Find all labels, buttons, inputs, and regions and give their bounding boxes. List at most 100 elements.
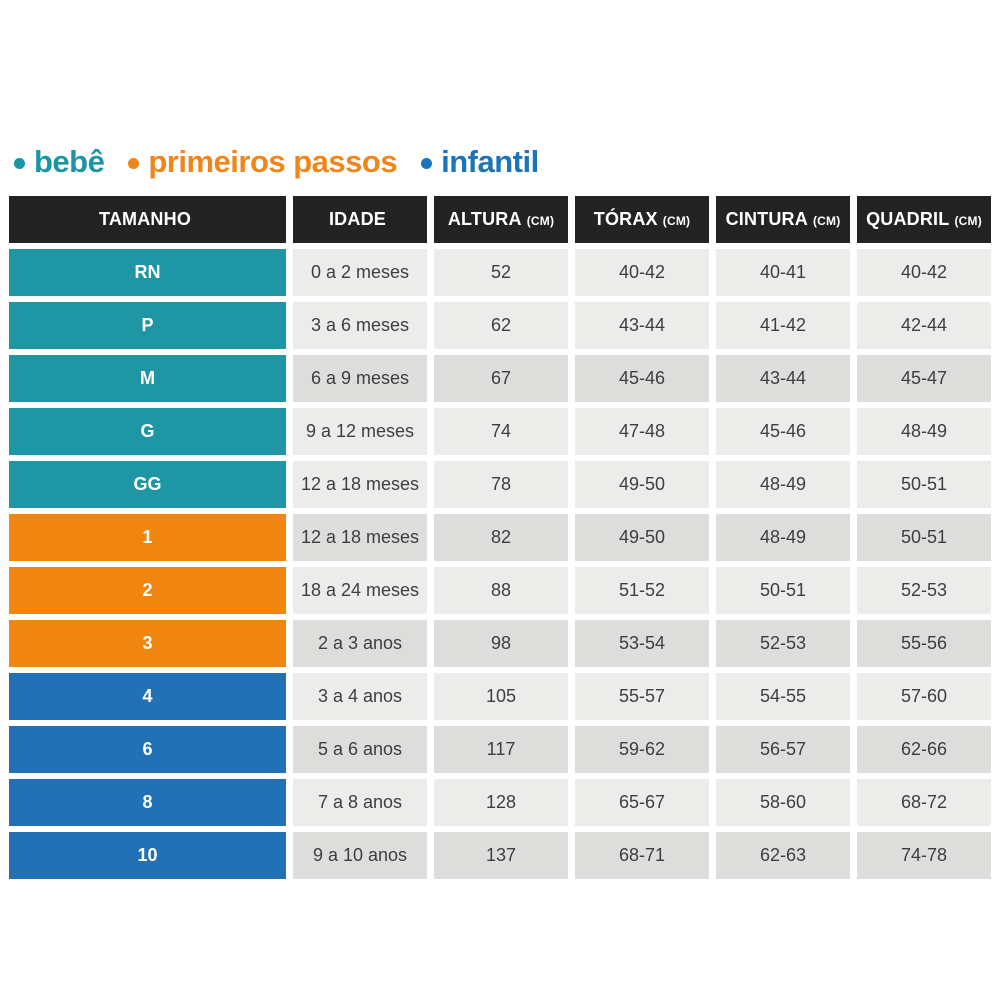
column-header-idade: IDADE	[293, 196, 427, 243]
column-header-altura: ALTURA (CM)	[434, 196, 568, 243]
chest-cell: 65-67	[575, 779, 709, 826]
age-cell: 9 a 10 anos	[293, 832, 427, 879]
column-header-unit: (CM)	[526, 213, 555, 228]
chest-cell: 43-44	[575, 302, 709, 349]
hip-cell: 74-78	[857, 832, 991, 879]
hip-cell: 62-66	[857, 726, 991, 773]
legend-label: infantil	[441, 144, 539, 179]
size-cell: 3	[9, 620, 286, 667]
height-cell: 52	[434, 249, 568, 296]
column-header-label: CINTURA	[725, 209, 808, 229]
age-cell: 2 a 3 anos	[293, 620, 427, 667]
height-cell: 137	[434, 832, 568, 879]
age-cell: 3 a 4 anos	[293, 673, 427, 720]
height-cell: 78	[434, 461, 568, 508]
hip-cell: 50-51	[857, 514, 991, 561]
height-cell: 117	[434, 726, 568, 773]
age-cell: 12 a 18 meses	[293, 514, 427, 561]
legend-item-bebe: bebê	[14, 144, 105, 180]
chest-cell: 51-52	[575, 567, 709, 614]
size-cell: 1	[9, 514, 286, 561]
column-header-label: QUADRIL	[866, 209, 950, 229]
hip-cell: 40-42	[857, 249, 991, 296]
hip-cell: 45-47	[857, 355, 991, 402]
bullet-icon	[128, 158, 140, 169]
waist-cell: 40-41	[716, 249, 850, 296]
column-header-label: ALTURA	[447, 209, 522, 229]
waist-cell: 48-49	[716, 514, 850, 561]
waist-cell: 62-63	[716, 832, 850, 879]
legend-item-primeiros-passos: primeiros passos	[128, 144, 398, 180]
column-header-label: TAMANHO	[98, 209, 192, 229]
height-cell: 88	[434, 567, 568, 614]
column-header-label: IDADE	[328, 209, 386, 229]
waist-cell: 56-57	[716, 726, 850, 773]
bullet-icon	[14, 158, 25, 169]
size-cell: 10	[9, 832, 286, 879]
column-header-cintura: CINTURA (CM)	[716, 196, 850, 243]
age-cell: 3 a 6 meses	[293, 302, 427, 349]
hip-cell: 50-51	[857, 461, 991, 508]
column-header-unit: (CM)	[954, 213, 982, 228]
waist-cell: 54-55	[716, 673, 850, 720]
column-header-label: TÓRAX	[593, 209, 658, 229]
size-chart-table: TAMANHO IDADE ALTURA (CM) TÓRAX (CM) CIN…	[9, 196, 991, 879]
age-cell: 12 a 18 meses	[293, 461, 427, 508]
waist-cell: 45-46	[716, 408, 850, 455]
size-cell: 6	[9, 726, 286, 773]
bullet-icon	[421, 158, 433, 169]
age-cell: 0 a 2 meses	[293, 249, 427, 296]
hip-cell: 55-56	[857, 620, 991, 667]
waist-cell: 50-51	[716, 567, 850, 614]
legend-item-infantil: infantil	[421, 144, 539, 180]
height-cell: 98	[434, 620, 568, 667]
hip-cell: 68-72	[857, 779, 991, 826]
size-cell: 8	[9, 779, 286, 826]
chest-cell: 40-42	[575, 249, 709, 296]
column-header-torax: TÓRAX (CM)	[575, 196, 709, 243]
hip-cell: 42-44	[857, 302, 991, 349]
height-cell: 67	[434, 355, 568, 402]
column-header-unit: (CM)	[662, 213, 691, 228]
size-cell: 2	[9, 567, 286, 614]
age-cell: 18 a 24 meses	[293, 567, 427, 614]
column-header-quadril: QUADRIL (CM)	[857, 196, 991, 243]
legend-label: primeiros passos	[148, 144, 398, 179]
chest-cell: 68-71	[575, 832, 709, 879]
height-cell: 82	[434, 514, 568, 561]
age-cell: 7 a 8 anos	[293, 779, 427, 826]
chest-cell: 53-54	[575, 620, 709, 667]
chest-cell: 47-48	[575, 408, 709, 455]
age-cell: 6 a 9 meses	[293, 355, 427, 402]
waist-cell: 52-53	[716, 620, 850, 667]
size-cell: 4	[9, 673, 286, 720]
height-cell: 105	[434, 673, 568, 720]
age-cell: 9 a 12 meses	[293, 408, 427, 455]
height-cell: 62	[434, 302, 568, 349]
waist-cell: 58-60	[716, 779, 850, 826]
height-cell: 74	[434, 408, 568, 455]
column-header-tamanho: TAMANHO	[9, 196, 286, 243]
age-cell: 5 a 6 anos	[293, 726, 427, 773]
column-header-unit: (CM)	[812, 213, 841, 228]
chest-cell: 49-50	[575, 514, 709, 561]
height-cell: 128	[434, 779, 568, 826]
size-cell: G	[9, 408, 286, 455]
hip-cell: 57-60	[857, 673, 991, 720]
legend-label: bebê	[34, 144, 105, 179]
size-cell: P	[9, 302, 286, 349]
size-cell: GG	[9, 461, 286, 508]
waist-cell: 48-49	[716, 461, 850, 508]
hip-cell: 52-53	[857, 567, 991, 614]
hip-cell: 48-49	[857, 408, 991, 455]
chest-cell: 59-62	[575, 726, 709, 773]
chest-cell: 49-50	[575, 461, 709, 508]
chest-cell: 55-57	[575, 673, 709, 720]
waist-cell: 41-42	[716, 302, 850, 349]
legend: bebê primeiros passos infantil	[14, 144, 539, 180]
chest-cell: 45-46	[575, 355, 709, 402]
size-cell: RN	[9, 249, 286, 296]
size-cell: M	[9, 355, 286, 402]
waist-cell: 43-44	[716, 355, 850, 402]
